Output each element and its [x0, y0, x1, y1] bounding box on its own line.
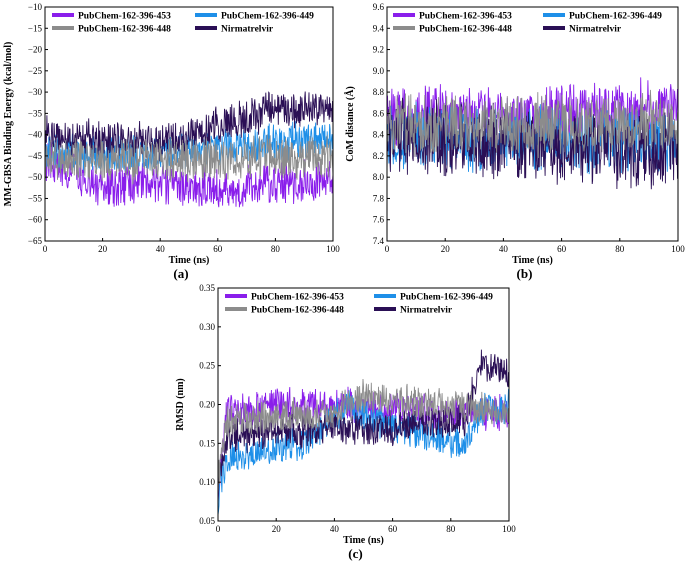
axes-frame — [386, 6, 679, 242]
y-tick-label: −55 — [28, 193, 43, 203]
y-tick-label: 0.05 — [199, 516, 215, 526]
legend-entry: PubChem-162-396-453 — [251, 293, 344, 303]
y-tick-label: −20 — [28, 45, 43, 55]
x-tick-label: 20 — [98, 244, 108, 254]
series-line-nirmatrelvir — [45, 91, 333, 162]
y-tick-label: 8.2 — [373, 151, 384, 161]
plot-area — [45, 91, 333, 208]
y-tick-label: 9.0 — [373, 66, 385, 76]
y-axis-label: CoM distance (Å) — [344, 86, 356, 162]
legend-entry: PubChem-162-396-448 — [419, 25, 512, 35]
y-tick-label: −45 — [28, 151, 43, 161]
legend-entry: PubChem-162-396-448 — [78, 25, 171, 35]
x-axis-label: Time (ns) — [512, 255, 553, 266]
series-line-pubchem-162-396-448 — [387, 89, 678, 159]
legend: PubChem-162-396-453 PubChem-162-396-449 Pu… — [52, 12, 314, 35]
x-tick-label: 20 — [441, 244, 451, 254]
legend-entry: Nirmatrelvir — [221, 25, 274, 35]
legend-entry: PubChem-162-396-449 — [400, 293, 493, 303]
y-tick-label: 8.0 — [373, 172, 385, 182]
y-tick-label: −30 — [28, 87, 43, 97]
axes-frame — [44, 6, 334, 242]
series-line-nirmatrelvir — [218, 349, 509, 506]
y-tick-label: 7.4 — [373, 236, 385, 246]
plot-area — [218, 349, 509, 516]
legend-entry: Nirmatrelvir — [569, 25, 622, 35]
series-line-pubchem-162-396-453 — [387, 77, 678, 152]
x-tick-label: 40 — [499, 244, 509, 254]
series-line-pubchem-162-396-448 — [45, 134, 333, 185]
legend-entry: PubChem-162-396-453 — [419, 12, 512, 22]
y-tick-label: 7.6 — [373, 215, 385, 225]
x-axis-label: Time (ns) — [169, 255, 210, 266]
legend-entry: PubChem-162-396-453 — [78, 12, 171, 22]
chart-0: 0 20 40 60 80 100 −65 −60 −55 −50 −45 −40 −35 −30 −25 −… — [3, 2, 340, 281]
x-tick-label: 20 — [272, 524, 282, 534]
panel-label: (b) — [517, 266, 533, 281]
x-tick-label: 100 — [326, 244, 340, 254]
y-tick-label: −65 — [28, 236, 43, 246]
legend-entry: PubChem-162-396-448 — [251, 306, 344, 316]
y-tick-label: 0.20 — [199, 400, 215, 410]
y-axis-label: RMSD (nm) — [175, 378, 186, 431]
x-tick-label: 80 — [446, 524, 456, 534]
y-tick-label: 9.2 — [373, 45, 384, 55]
chart-2: 0 20 40 60 80 100 0.05 0.10 0.15 0.20 0.25 0.30 0.35… — [175, 283, 516, 561]
x-tick-label: 80 — [271, 244, 281, 254]
y-tick-label: −10 — [28, 2, 43, 12]
y-tick-label: −40 — [28, 130, 43, 140]
y-tick-label: 0.25 — [199, 361, 215, 371]
x-tick-label: 100 — [671, 244, 685, 254]
x-tick-label: 40 — [330, 524, 340, 534]
y-tick-label: 0.30 — [199, 322, 215, 332]
y-tick-label: 8.6 — [373, 108, 385, 118]
y-tick-label: 9.4 — [373, 23, 385, 33]
y-tick-label: −25 — [28, 66, 43, 76]
x-tick-label: 0 — [216, 524, 221, 534]
y-tick-label: 9.6 — [373, 2, 385, 12]
legend: PubChem-162-396-453 PubChem-162-396-449 Pu… — [393, 12, 662, 35]
series-line-pubchem-162-396-448 — [218, 378, 509, 496]
plot-area — [387, 77, 678, 190]
y-tick-label: 8.8 — [373, 87, 385, 97]
y-tick-label: 0.10 — [199, 477, 215, 487]
panel-label: (c) — [348, 546, 362, 561]
x-tick-label: 0 — [43, 244, 48, 254]
y-tick-label: −60 — [28, 215, 43, 225]
y-tick-label: 8.4 — [373, 130, 385, 140]
y-tick-label: 0.35 — [199, 283, 215, 293]
x-tick-label: 100 — [502, 524, 516, 534]
y-tick-label: −15 — [28, 23, 43, 33]
legend-entry: PubChem-162-396-449 — [221, 12, 314, 22]
y-axis-label: MM-GBSA Binding Energy (kcal/mol) — [3, 42, 14, 207]
y-tick-label: 7.8 — [373, 193, 385, 203]
legend: PubChem-162-396-453 PubChem-162-396-449 Pu… — [225, 293, 493, 316]
x-tick-label: 60 — [213, 244, 223, 254]
x-tick-label: 60 — [557, 244, 567, 254]
y-tick-label: 0.15 — [199, 438, 215, 448]
x-tick-label: 60 — [388, 524, 398, 534]
chart-1: 0 20 40 60 80 100 7.4 7.6 7.8 8.0 8.2 8.4 8.6 8.8 9.0 9… — [344, 2, 685, 281]
x-axis-label: Time (ns) — [343, 535, 384, 546]
x-tick-label: 80 — [615, 244, 625, 254]
y-tick-label: −50 — [28, 172, 43, 182]
legend-entry: Nirmatrelvir — [400, 306, 453, 316]
y-tick-label: −35 — [28, 108, 43, 118]
x-tick-label: 0 — [385, 244, 390, 254]
x-tick-label: 40 — [156, 244, 166, 254]
legend-entry: PubChem-162-396-449 — [569, 12, 662, 22]
panel-label: (a) — [173, 266, 188, 281]
